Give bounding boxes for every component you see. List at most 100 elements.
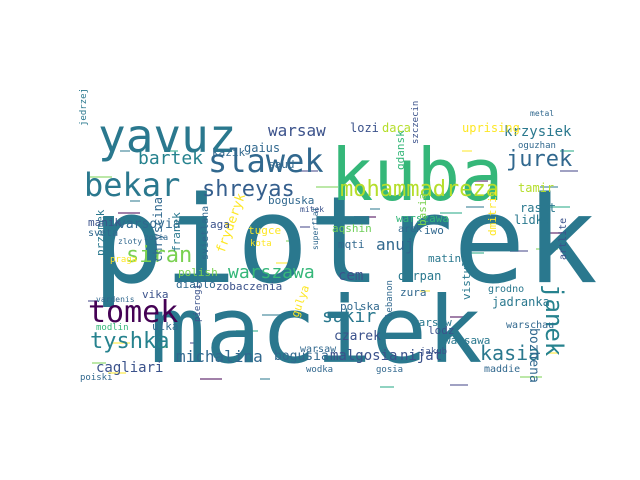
word-8: shreyas <box>202 177 295 202</box>
word-42: polska <box>340 300 380 313</box>
word-56: svietlana <box>200 206 211 260</box>
word-68: basia <box>416 193 429 226</box>
word-7: mohammadreza <box>340 177 499 202</box>
filler-word-mark <box>462 150 472 152</box>
word-21: bogusia <box>274 349 329 364</box>
filler-word-mark <box>130 200 140 202</box>
filler-word-mark <box>88 300 98 302</box>
word-14: janek <box>540 284 568 357</box>
filler-word-mark <box>536 248 558 250</box>
filler-word-mark <box>548 352 558 354</box>
word-47: gdansk <box>394 130 407 170</box>
word-80: metal <box>530 109 554 118</box>
word-66: warsawa <box>444 334 490 347</box>
filler-word-mark <box>370 208 380 210</box>
filler-word-mark <box>120 150 130 152</box>
word-24: cagliari <box>96 360 163 376</box>
word-39: matina <box>428 252 468 265</box>
filler-word-mark <box>190 342 200 344</box>
filler-word-mark <box>112 342 130 344</box>
filler-word-mark <box>380 386 394 388</box>
word-93: zloty <box>118 237 142 246</box>
word-46: lodz <box>428 324 455 337</box>
filler-word-mark <box>236 330 258 332</box>
word-85: arek <box>398 224 422 235</box>
word-36: dmitrii <box>486 190 499 236</box>
word-37: vistula <box>460 254 473 300</box>
filler-word-mark <box>354 216 376 218</box>
filler-word-mark <box>560 170 578 172</box>
word-5: bekar <box>84 166 180 204</box>
filler-word-mark <box>450 384 468 386</box>
word-31: bozhena <box>526 328 541 383</box>
word-35: rasht <box>520 201 556 215</box>
word-51: kazik <box>212 146 245 159</box>
word-67: warszawa <box>396 212 449 225</box>
word-54: chryscina <box>151 197 165 262</box>
word-16: michalina <box>176 347 263 366</box>
word-53: boguska <box>268 194 314 207</box>
word-2: kuba <box>330 133 503 217</box>
filler-word-mark <box>118 212 140 214</box>
word-81: oguzhan <box>518 141 556 151</box>
word-65: warsow <box>412 316 452 329</box>
word-69: grodno <box>488 284 524 295</box>
word-60: vika <box>142 288 169 301</box>
word-58: diablo <box>176 278 216 291</box>
word-18: sakir <box>322 306 376 327</box>
word-63: manik <box>88 216 121 229</box>
word-89: lebanon <box>385 280 395 318</box>
word-72: modlin <box>96 323 129 333</box>
word-27: uprising <box>462 121 520 135</box>
word-17: krzysiek <box>504 124 572 140</box>
word-79: jedrzej <box>79 88 89 126</box>
word-41: zura <box>400 286 427 299</box>
word-73: tugce <box>248 224 281 237</box>
word-83: warsaw <box>300 344 337 355</box>
filler-word-mark <box>420 290 430 292</box>
word-92: gosia <box>376 365 403 375</box>
word-55: franek <box>170 212 183 252</box>
word-82: szczecin <box>411 101 421 144</box>
word-34: lidka <box>514 213 550 227</box>
word-40: darpan <box>398 269 441 283</box>
word-cloud-words: piotrekmaciekkubayavuzslawekbekartomekmo… <box>79 88 598 388</box>
word-88: zosia <box>144 233 168 242</box>
filler-word-mark <box>262 314 280 316</box>
word-33: tamir <box>518 181 554 195</box>
word-19: warszawa <box>228 262 315 283</box>
word-44: aqshin <box>332 222 372 235</box>
word-77: sveta <box>88 228 118 239</box>
filler-word-mark <box>200 378 222 380</box>
word-48: lozi <box>350 121 379 135</box>
filler-word-mark <box>108 372 126 374</box>
filler-word-mark <box>474 180 488 182</box>
filler-word-mark <box>316 186 338 188</box>
word-28: varsovia <box>118 217 181 232</box>
word-45: iwo <box>424 224 444 237</box>
word-52: saud <box>268 158 295 171</box>
filler-word-mark <box>276 262 294 264</box>
filler-word-mark <box>466 206 484 208</box>
word-59: zobaczenia <box>216 280 282 293</box>
filler-word-mark <box>90 176 112 178</box>
word-25: czarek <box>334 329 381 344</box>
filler-word-mark <box>540 186 558 188</box>
word-38: artlite <box>558 218 569 260</box>
word-86: poiski <box>80 373 113 383</box>
word-57: polish <box>178 266 218 279</box>
filler-word-mark <box>164 150 178 152</box>
word-26: cem <box>338 268 363 284</box>
word-74: kota <box>250 239 272 249</box>
filler-word-mark <box>300 226 310 228</box>
word-62: przemek <box>94 209 107 256</box>
word-43: mqti <box>338 238 365 251</box>
word-50: gaius <box>244 141 280 155</box>
filler-word-mark <box>548 232 562 234</box>
word-78: praga <box>110 255 137 265</box>
word-75: mitek <box>300 205 324 214</box>
word-84: superflat <box>311 206 320 250</box>
word-1: maciek <box>150 277 482 384</box>
word-9: jurek <box>506 147 572 172</box>
word-13: warsaw <box>268 121 326 140</box>
